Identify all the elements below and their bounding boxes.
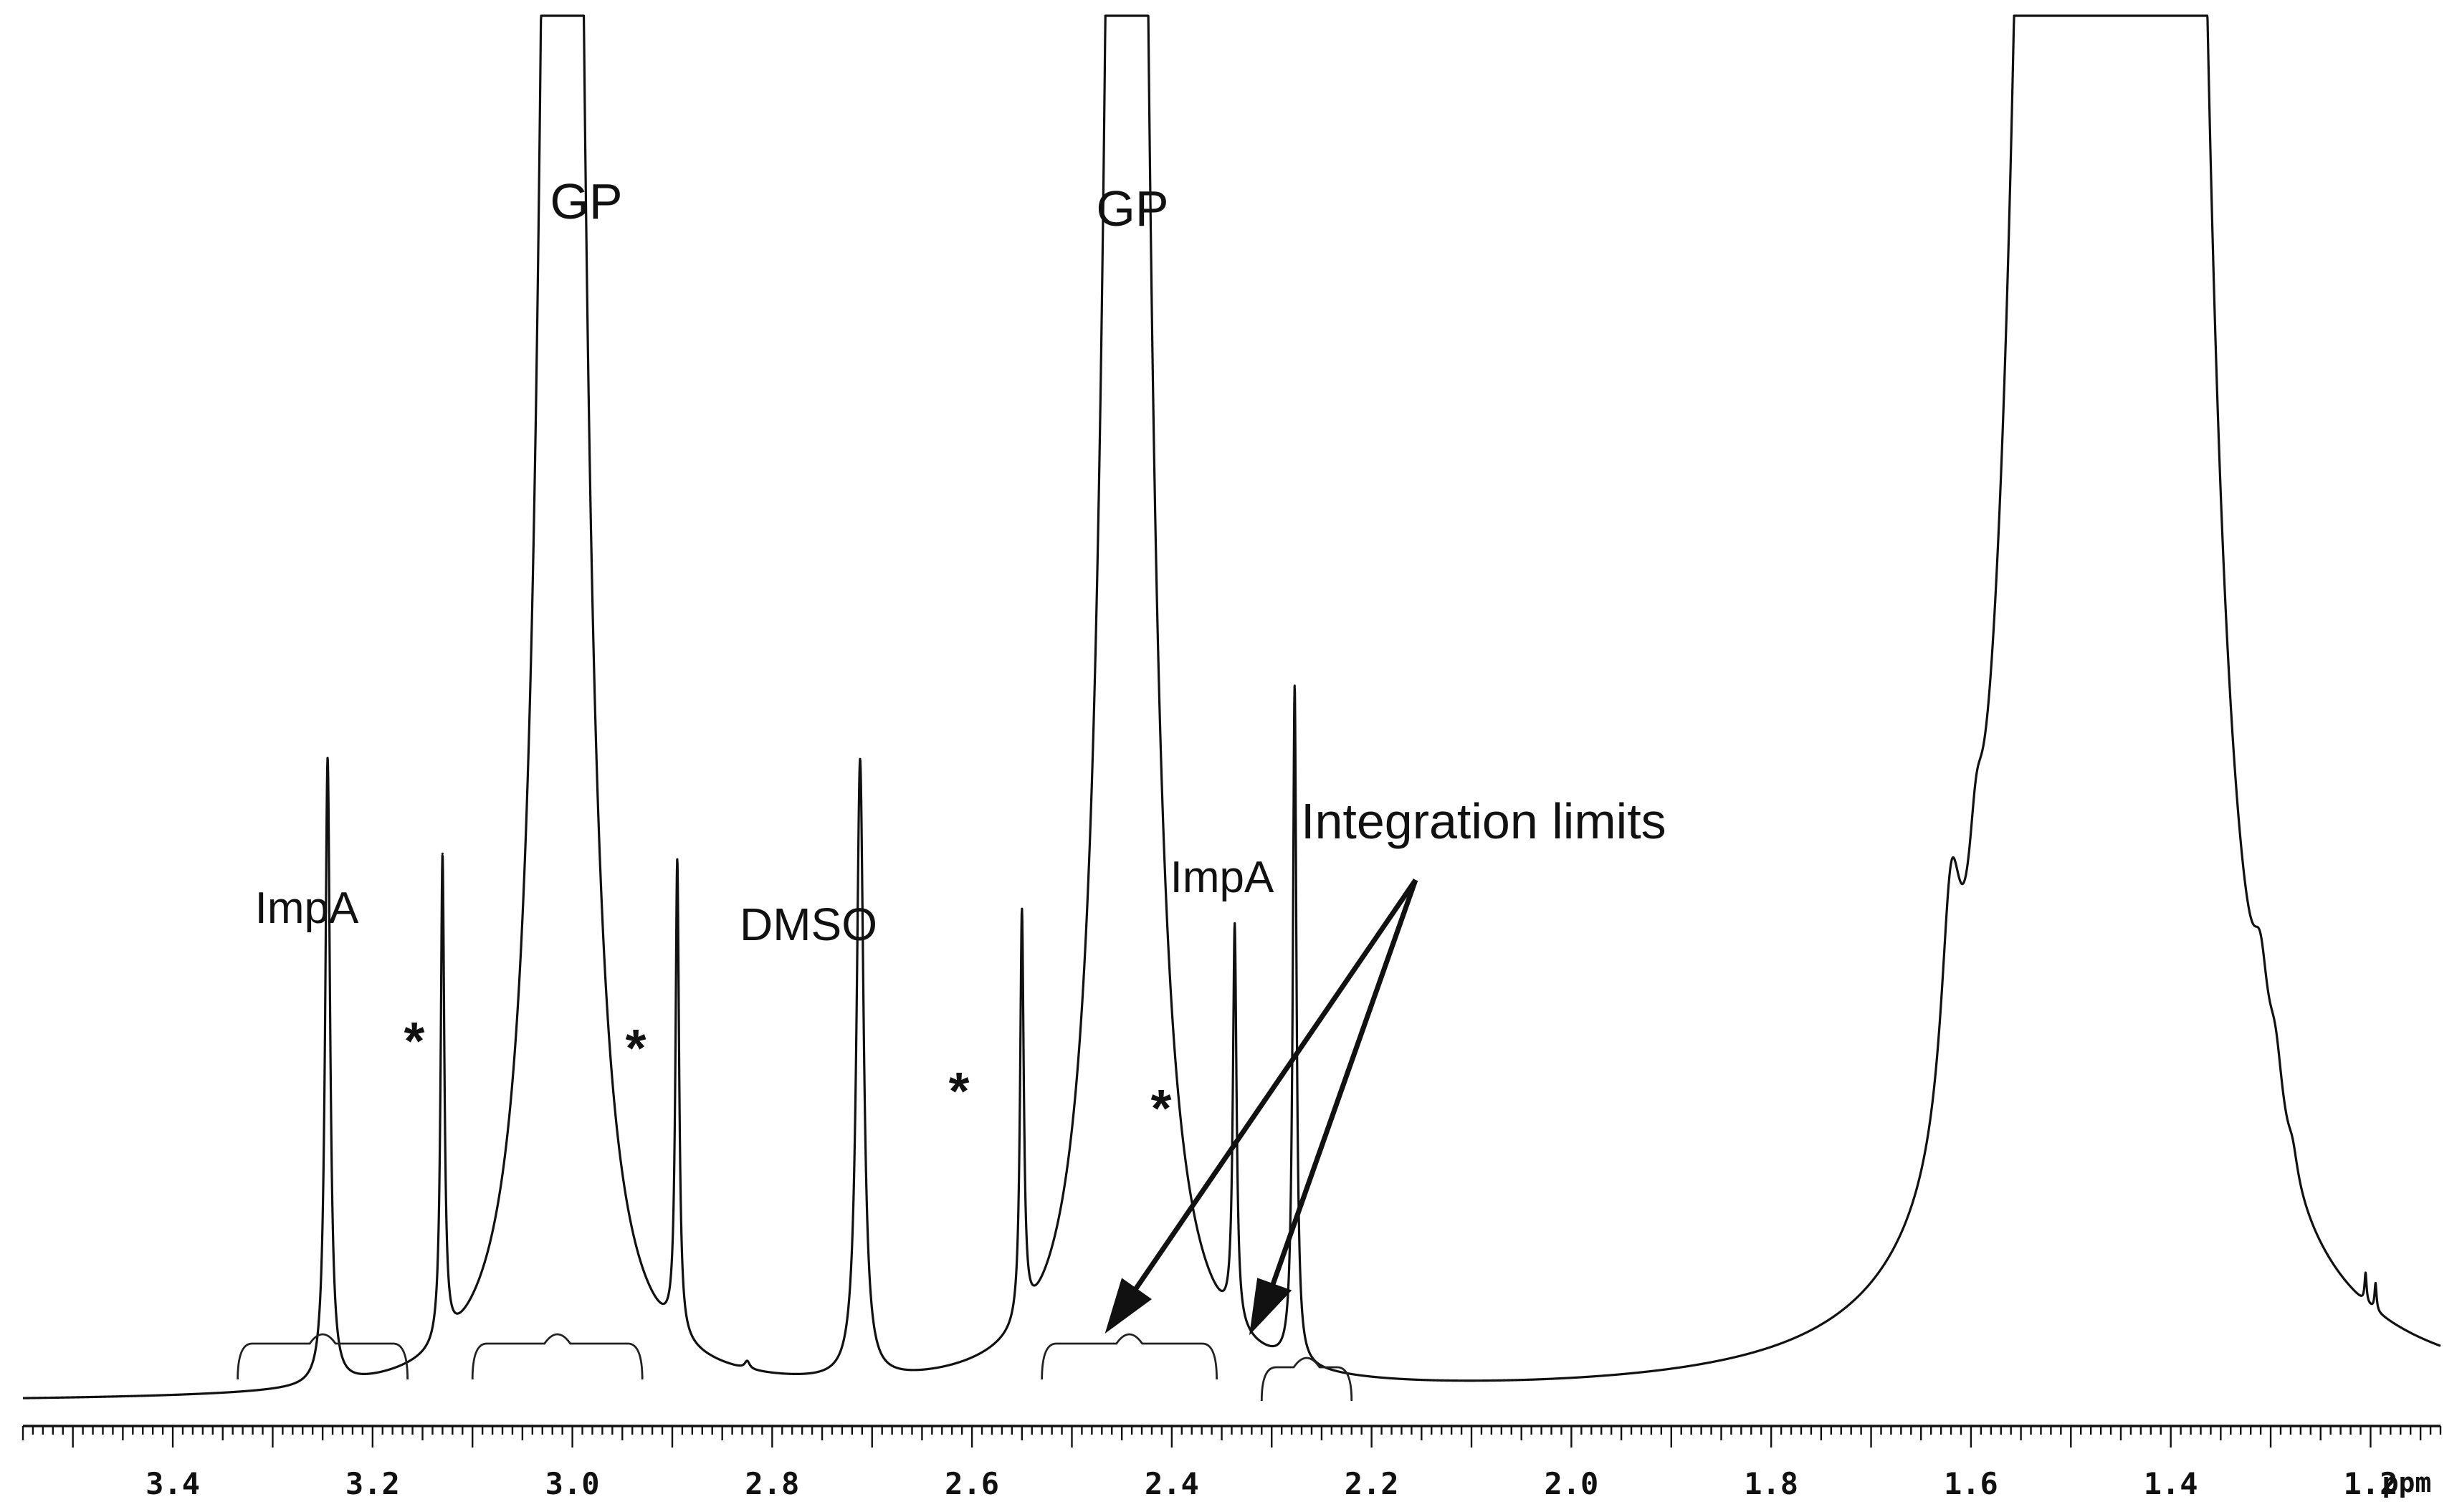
impurity-star-4: *: [1151, 1078, 1172, 1138]
integral-bracket-1: [471, 1333, 644, 1380]
integral-bracket-2: [1041, 1333, 1218, 1380]
peak-label-gp-2: GP: [1096, 181, 1168, 236]
peak-label-dmso: DMSO: [740, 899, 877, 950]
peak-point-7: [1125, 14, 1128, 17]
x-tick-label-3.4: 3.4: [145, 1466, 200, 1501]
peak-point-12: [2054, 14, 2057, 17]
x-tick-label-1.2: 1.2: [2344, 1466, 2398, 1501]
arrow-head-1: [1104, 1278, 1152, 1334]
impurity-star-3: *: [949, 1061, 970, 1121]
peak-label-impa-1: ImpA: [255, 884, 359, 933]
integral-bracket-0: [237, 1333, 409, 1380]
x-tick-label-3.0: 3.0: [545, 1466, 600, 1501]
peak-label-gp-1: GP: [550, 173, 622, 229]
integration-limits-arrows: [1104, 879, 1418, 1336]
annotations: ImpA * GP * DMSO * GP * ImpA Integration…: [255, 173, 1666, 1336]
peak-point-3: [676, 858, 679, 861]
impurity-star-1: *: [404, 1011, 425, 1071]
x-tick-label-2.0: 2.0: [1544, 1466, 1598, 1501]
x-tick-label-2.6: 2.6: [945, 1466, 999, 1501]
x-tick-label-1.8: 1.8: [1744, 1466, 1798, 1501]
peak-point-17: [2364, 1271, 2367, 1274]
spectrum: [22, 14, 2442, 1399]
impurity-star-2: *: [626, 1018, 646, 1078]
peak-point-6: [1021, 907, 1024, 910]
integral-bracket-3: [1260, 1357, 1353, 1402]
x-tick-label-1.6: 1.6: [1944, 1466, 1998, 1501]
arrow-head-2: [1249, 1278, 1292, 1336]
x-tick-label-3.2: 3.2: [345, 1466, 400, 1501]
peak-point-18: [2374, 1281, 2377, 1284]
peak-point-15: [2274, 1026, 2277, 1029]
spectrum-line: [22, 14, 2442, 1399]
x-axis-label: ppm: [2382, 1467, 2432, 1498]
x-tick-label-2.4: 2.4: [1145, 1466, 1199, 1501]
peak-point-16: [2291, 1137, 2294, 1140]
peak-label-impa-2: ImpA: [1170, 853, 1274, 902]
peak-point-13: [2165, 14, 2167, 17]
peak-point-10: [1950, 862, 1952, 865]
peak-point-4: [746, 1359, 749, 1362]
integral-curves: [237, 1333, 1353, 1402]
arrow-line-2: [1264, 879, 1418, 1302]
peak-point-14: [2259, 933, 2262, 936]
peak-point-2: [561, 14, 564, 17]
peak-point-1: [441, 852, 444, 855]
peak-point-9: [1293, 684, 1296, 687]
peak-point-0: [326, 756, 329, 759]
arrow-line-1: [1123, 879, 1418, 1306]
x-tick-label-2.8: 2.8: [745, 1466, 799, 1501]
peak-point-5: [859, 757, 862, 760]
x-tick-label-1.4: 1.4: [2144, 1466, 2198, 1501]
peak-point-11: [1975, 777, 1977, 780]
peak-point-8: [1234, 922, 1236, 925]
integration-limits-label: Integration limits: [1301, 793, 1666, 849]
x-tick-label-2.2: 2.2: [1345, 1466, 1399, 1501]
